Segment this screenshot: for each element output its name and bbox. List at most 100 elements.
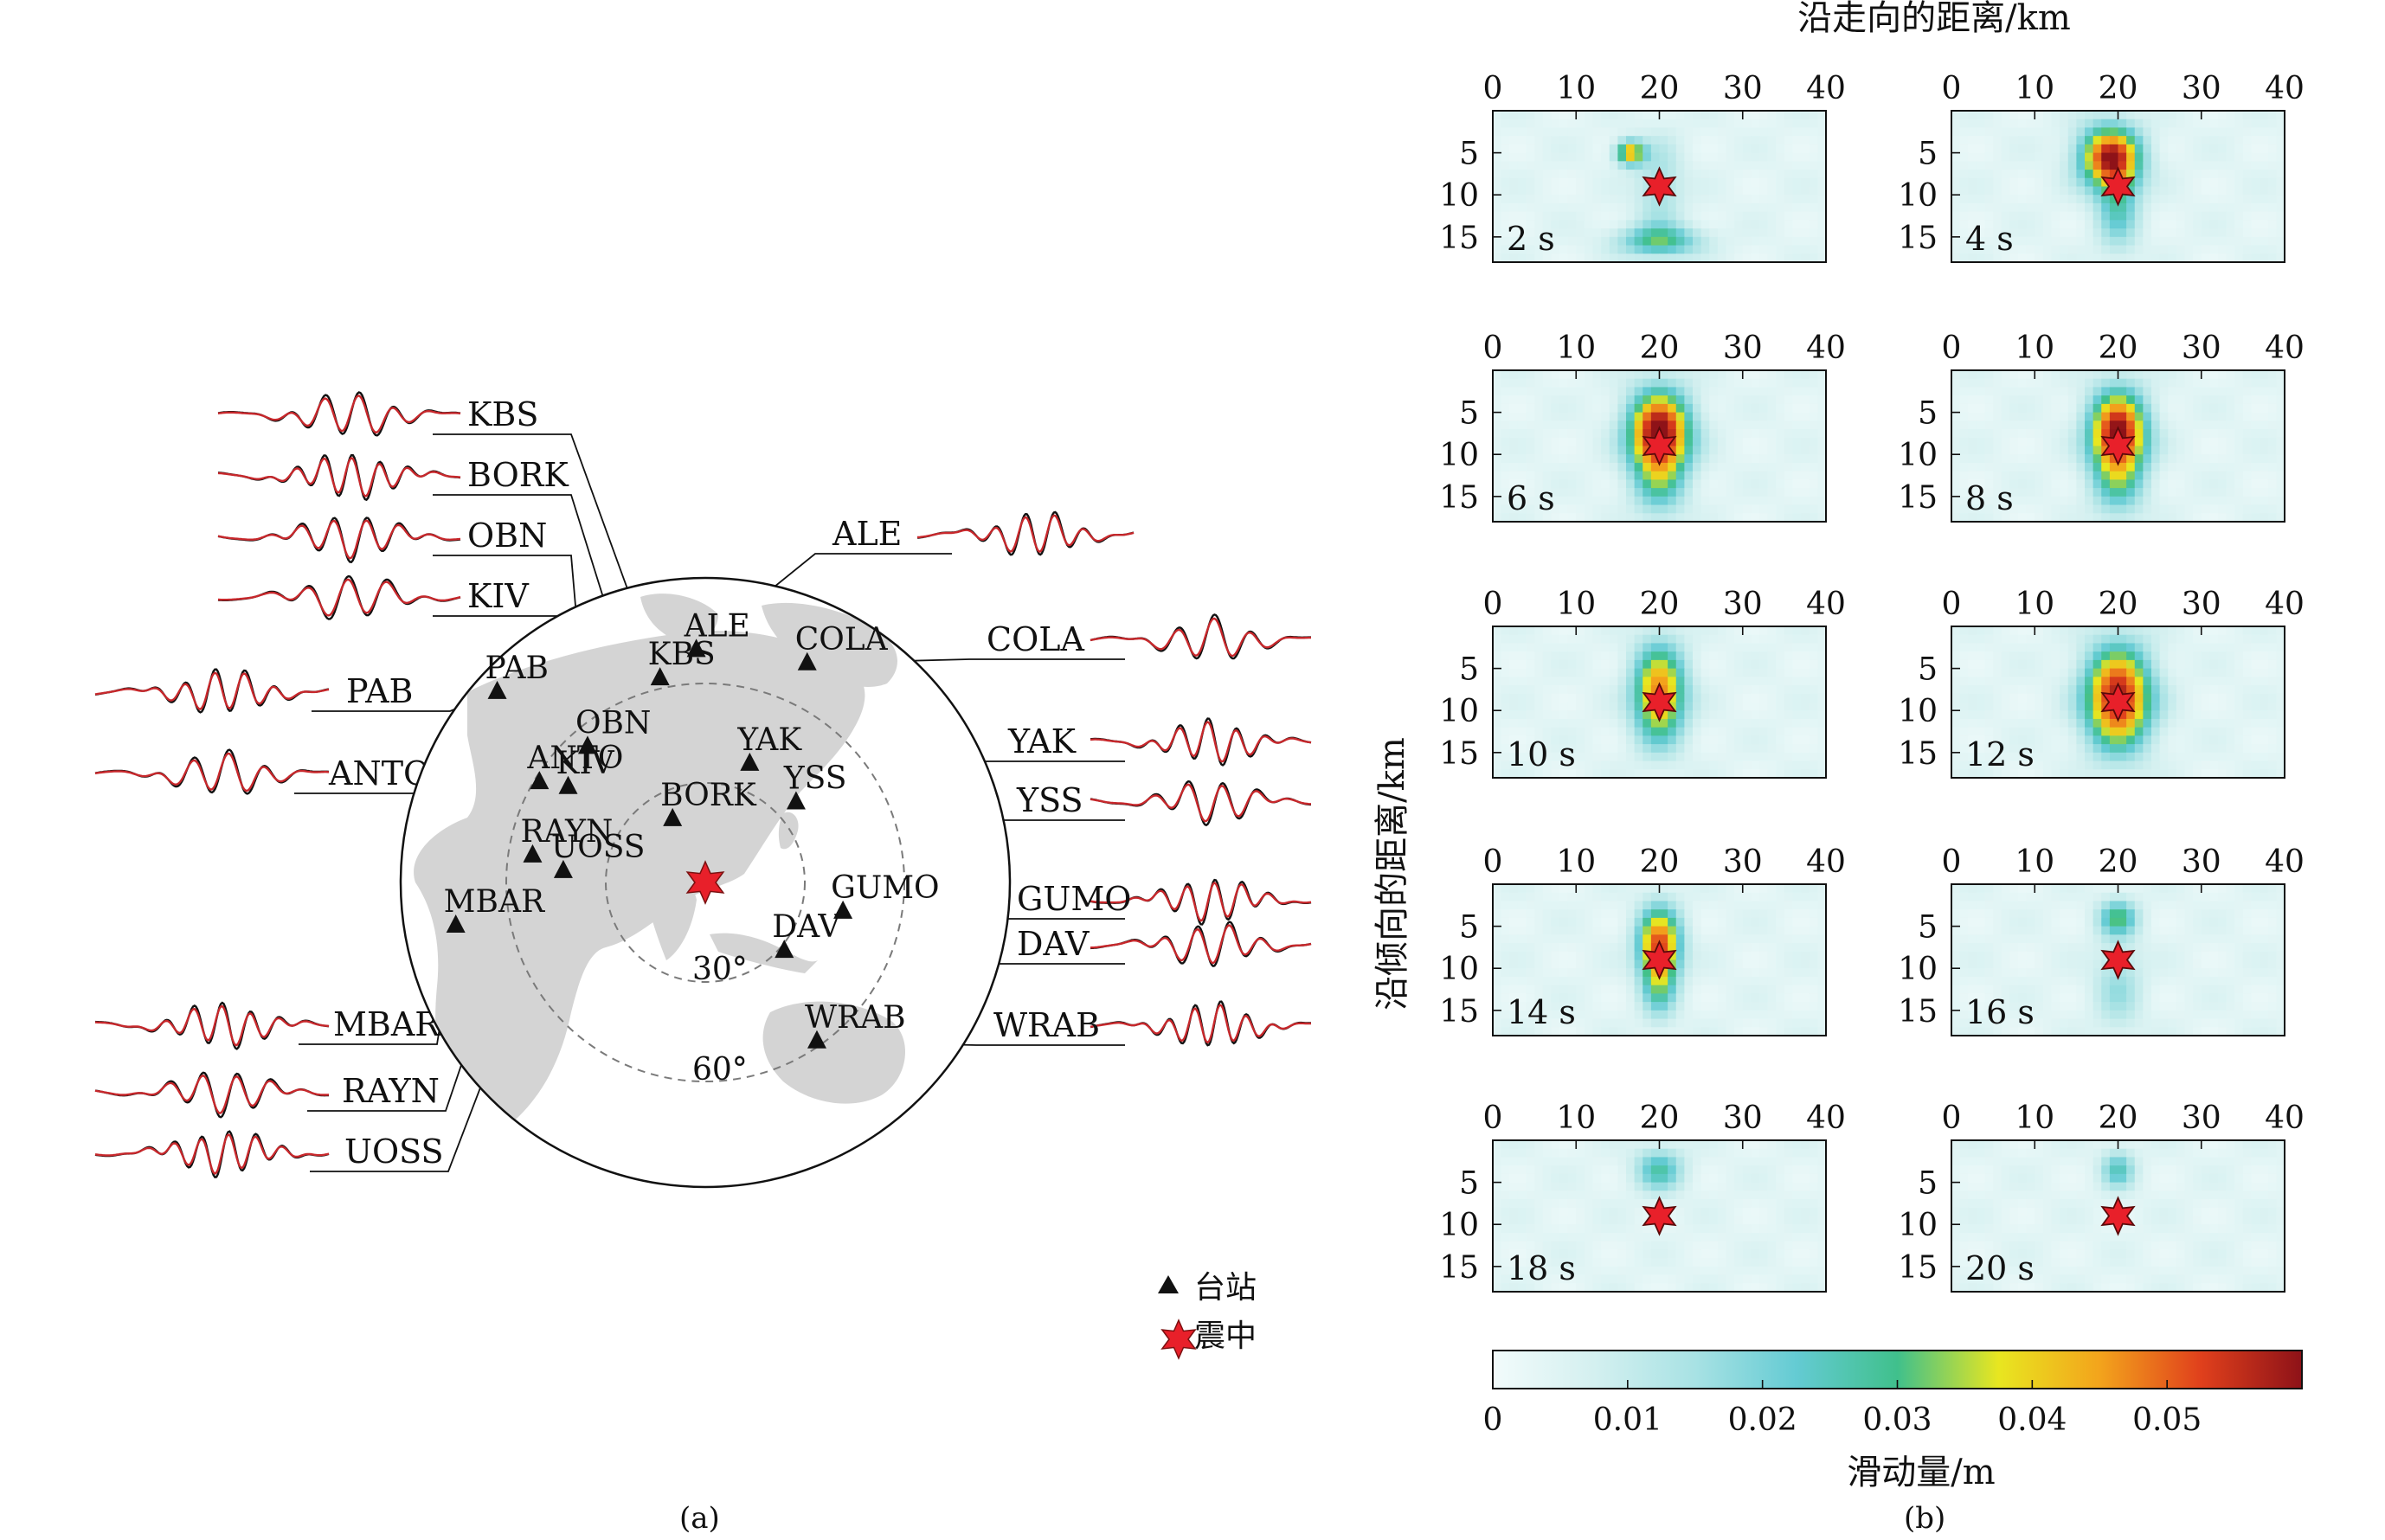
slip-cell	[2242, 387, 2253, 396]
slip-cell	[1751, 901, 1760, 910]
slip-cell	[1717, 513, 1727, 522]
slip-cell	[1742, 659, 1752, 670]
slip-cell	[1959, 685, 1969, 695]
slip-cell	[2076, 202, 2086, 213]
slip-cell	[1984, 170, 1994, 179]
slip-cell	[1576, 943, 1585, 953]
slip-cell	[1968, 702, 1977, 711]
slip-cell	[2109, 727, 2119, 736]
slip-cell	[1675, 651, 1685, 661]
slip-cell	[2234, 479, 2244, 489]
slip-cell	[2209, 236, 2219, 247]
slip-cell	[1817, 144, 1826, 154]
slip-cell	[2060, 370, 2069, 380]
slip-cell	[1517, 643, 1527, 652]
slip-cell	[1609, 403, 1618, 414]
slip-cell	[1551, 395, 1560, 405]
slip-cell	[1509, 454, 1519, 464]
slip-cell	[1776, 677, 1785, 686]
slip-cell	[1559, 752, 1569, 762]
slip-cell	[2209, 634, 2219, 645]
slip-cell	[1517, 236, 1527, 247]
station-marker-cola	[797, 651, 817, 671]
slip-cell	[1501, 634, 1510, 645]
slip-cell	[1759, 727, 1769, 736]
slip-cell	[2209, 735, 2219, 745]
slip-cell	[2134, 446, 2144, 455]
slip-cell	[1659, 513, 1668, 522]
slip-cell	[1767, 626, 1777, 636]
slip-cell	[2067, 245, 2077, 254]
slip-cell	[2009, 693, 2019, 703]
slip-cell	[2209, 471, 2219, 480]
slip-cell	[2109, 152, 2119, 162]
slip-cell	[1501, 659, 1510, 670]
slip-cell	[1509, 370, 1519, 380]
slip-cell	[2260, 718, 2269, 728]
slip-cell	[2067, 236, 2077, 247]
slip-cell	[1792, 111, 1802, 120]
slip-cell	[1984, 769, 1994, 778]
slip-cell	[1650, 909, 1661, 919]
slip-cell	[1801, 119, 1810, 129]
slip-cell	[1675, 760, 1685, 770]
slip-cell	[1526, 735, 1535, 745]
slip-cell	[1700, 693, 1710, 703]
slip-cell	[1509, 917, 1519, 927]
slip-cell	[1534, 685, 1544, 695]
slip-cell	[2067, 677, 2077, 686]
slip-cell	[1650, 170, 1661, 179]
slip-cell	[1609, 245, 1618, 254]
slip-cell	[1650, 769, 1661, 778]
slip-cell	[1584, 659, 1594, 670]
slip-cell	[1693, 220, 1702, 229]
slip-cell	[2193, 685, 2202, 695]
slip-cell	[1776, 454, 1785, 464]
slip-cell	[2159, 403, 2169, 414]
slip-cell	[1534, 186, 1544, 196]
slip-cell	[2234, 626, 2244, 636]
slip-cell	[1509, 471, 1519, 480]
slip-cell	[1626, 643, 1636, 652]
slip-cell	[2060, 136, 2069, 145]
slip-cell	[1734, 245, 1744, 254]
slip-cell	[2209, 161, 2219, 170]
slip-cell	[2251, 186, 2260, 196]
slip-cell	[1526, 202, 1535, 213]
slip-cell	[1501, 884, 1510, 894]
slip-cell	[1567, 643, 1577, 652]
slip-cell	[2051, 752, 2060, 762]
slip-cell	[1501, 718, 1510, 728]
slip-cell	[2051, 403, 2060, 414]
slip-cell	[2035, 504, 2044, 514]
slip-cell	[1951, 659, 1961, 670]
slip-cell	[1717, 378, 1727, 388]
slip-cell	[1584, 504, 1594, 514]
slip-cell	[2067, 387, 2077, 396]
slip-cell	[1700, 454, 1710, 464]
x-tick-label: 20	[2099, 587, 2138, 622]
slip-cell	[1534, 884, 1544, 894]
slip-cell	[1534, 901, 1544, 910]
slip-cell	[1993, 446, 2002, 455]
slip-cell	[1526, 420, 1535, 430]
slip-cell	[1659, 677, 1668, 686]
slip-cell	[1592, 959, 1602, 969]
slip-cell	[1968, 119, 1977, 129]
slip-cell	[1501, 968, 1510, 978]
slip-cell	[2226, 395, 2235, 405]
slip-cell	[2251, 626, 2260, 636]
slip-cell	[2085, 378, 2094, 388]
slip-cell	[1759, 412, 1769, 421]
slip-cell	[1567, 378, 1577, 388]
slip-cell	[1509, 626, 1519, 636]
slip-cell	[1668, 685, 1677, 695]
slip-cell	[1551, 488, 1560, 497]
slip-cell	[2242, 420, 2253, 430]
slip-cell	[2267, 513, 2277, 522]
slip-cell	[2151, 504, 2161, 514]
slip-cell	[1551, 643, 1560, 652]
slip-cell	[2267, 144, 2277, 154]
slip-cell	[2184, 429, 2194, 439]
slip-cell	[2267, 186, 2277, 196]
